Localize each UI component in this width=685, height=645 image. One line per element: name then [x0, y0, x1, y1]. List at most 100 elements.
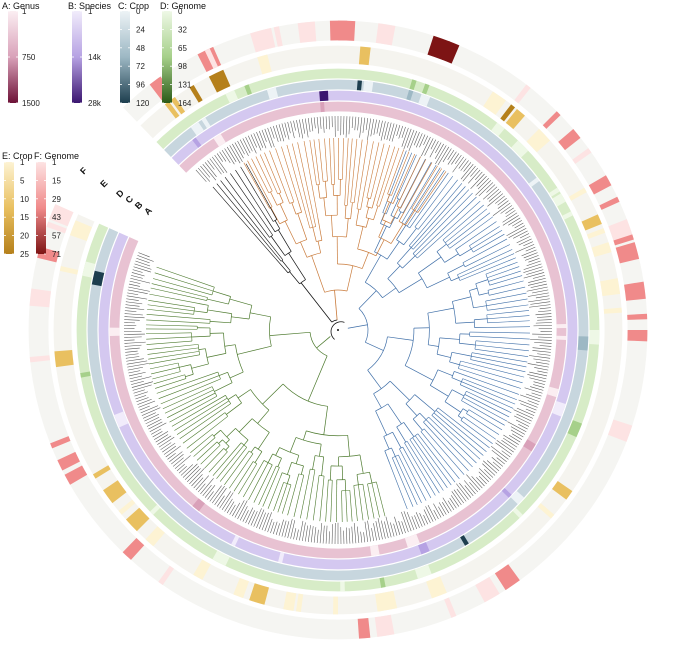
- heat-cell: [512, 507, 523, 519]
- legend-tick-label: 96: [136, 81, 145, 90]
- heat-cell: [213, 134, 226, 147]
- heat-cell: [613, 234, 634, 246]
- heat-cell: [158, 565, 174, 585]
- heat-cell: [501, 488, 512, 498]
- heat-cell: [192, 498, 205, 512]
- legend-colorbar: [162, 11, 172, 103]
- heat-cell: [57, 451, 80, 471]
- heat-cell: [500, 104, 516, 122]
- legend-tick-label: 15: [20, 213, 29, 222]
- heat-cell: [80, 371, 91, 378]
- legend-colorbar: [8, 11, 18, 103]
- heat-cell: [103, 480, 127, 504]
- heat-cell: [379, 577, 386, 588]
- heat-cell: [149, 504, 161, 515]
- phylogenetic-tree: [146, 137, 530, 522]
- heat-cell: [572, 148, 592, 164]
- legend-colorbar: [36, 162, 46, 254]
- leaf-labels: [124, 116, 552, 544]
- heat-cell: [193, 559, 211, 580]
- legend-tick-label: 65: [178, 44, 187, 53]
- legend-tick-label: 0: [178, 7, 183, 16]
- legend-tick-label: 120: [136, 99, 150, 108]
- heat-cell: [329, 20, 348, 41]
- heat-cell: [283, 591, 297, 611]
- ring-gap: [50, 103, 191, 244]
- legend-title: F: Genome: [34, 151, 79, 161]
- heat-cell: [201, 117, 211, 129]
- heat-cell: [273, 26, 283, 47]
- heat-cell: [603, 307, 622, 314]
- heat-cell: [145, 526, 165, 547]
- legend-tick-label: 57: [52, 232, 61, 241]
- heat-cell: [46, 221, 67, 234]
- legend-tick-label: 14k: [88, 53, 102, 62]
- heat-cell: [363, 80, 374, 92]
- legend-tick-label: 20: [20, 232, 29, 241]
- heat-cell: [225, 90, 239, 103]
- heat-cell: [505, 108, 525, 130]
- heat-cell: [378, 590, 398, 612]
- legend-tick-label: 28k: [88, 99, 102, 108]
- legend-tick-label: 1: [20, 158, 25, 167]
- legend-tick-label: 48: [136, 44, 145, 53]
- heat-cell: [567, 420, 583, 438]
- legend-tick-label: 1: [52, 158, 57, 167]
- heat-cell: [192, 137, 202, 148]
- legend-tick-label: 98: [178, 62, 187, 71]
- heat-cell: [491, 122, 505, 137]
- heat-cell: [257, 54, 272, 75]
- heat-cell: [204, 48, 218, 69]
- heat-cell: [297, 21, 317, 43]
- heat-cell: [562, 211, 573, 220]
- heat-cell: [409, 79, 417, 91]
- heat-cell: [600, 278, 621, 297]
- heat-cell: [558, 129, 581, 151]
- heat-cell: [514, 84, 531, 104]
- ring-letter-f: F: [78, 165, 89, 176]
- legend-tick-label: 750: [22, 53, 36, 62]
- heat-cell: [542, 111, 561, 129]
- heat-cell: [29, 355, 50, 363]
- legend-tick-label: 72: [136, 62, 145, 71]
- heat-cell: [441, 41, 460, 64]
- heat-cell: [375, 23, 396, 46]
- heat-cell: [568, 187, 587, 201]
- heat-cell: [460, 535, 469, 546]
- heat-cell: [418, 93, 431, 107]
- legend-title: A: Genus: [2, 1, 40, 11]
- heat-cell: [340, 581, 345, 592]
- heat-cell: [92, 465, 111, 479]
- heat-cell: [624, 281, 646, 301]
- legend-tick-label: 10: [20, 195, 29, 204]
- heat-cell: [523, 439, 536, 452]
- heat-cell: [608, 219, 633, 242]
- heat-cell: [494, 564, 520, 591]
- heat-cell: [64, 465, 88, 485]
- heat-cell: [588, 175, 612, 195]
- legend-tick-label: 71: [52, 250, 61, 259]
- heat-cell: [475, 576, 500, 603]
- heat-cell: [82, 261, 96, 278]
- heat-cell: [599, 196, 620, 210]
- heat-cell: [190, 122, 204, 136]
- heat-cell: [265, 27, 276, 49]
- legend-title: C: Crop: [118, 1, 149, 11]
- heat-cell: [556, 324, 567, 329]
- heat-cell: [586, 228, 606, 239]
- legend-tick-label: 131: [178, 81, 192, 90]
- heat-cell: [164, 101, 180, 119]
- heat-cell: [59, 266, 79, 275]
- heat-cell: [54, 349, 74, 368]
- heat-cell: [418, 542, 430, 555]
- heat-cell: [552, 400, 566, 417]
- heat-cell: [627, 330, 648, 342]
- legend-tick-label: 32: [178, 25, 187, 34]
- heat-cell: [125, 507, 150, 532]
- heat-cell: [577, 336, 589, 351]
- heat-cell: [266, 87, 279, 100]
- heat-cell: [118, 499, 136, 515]
